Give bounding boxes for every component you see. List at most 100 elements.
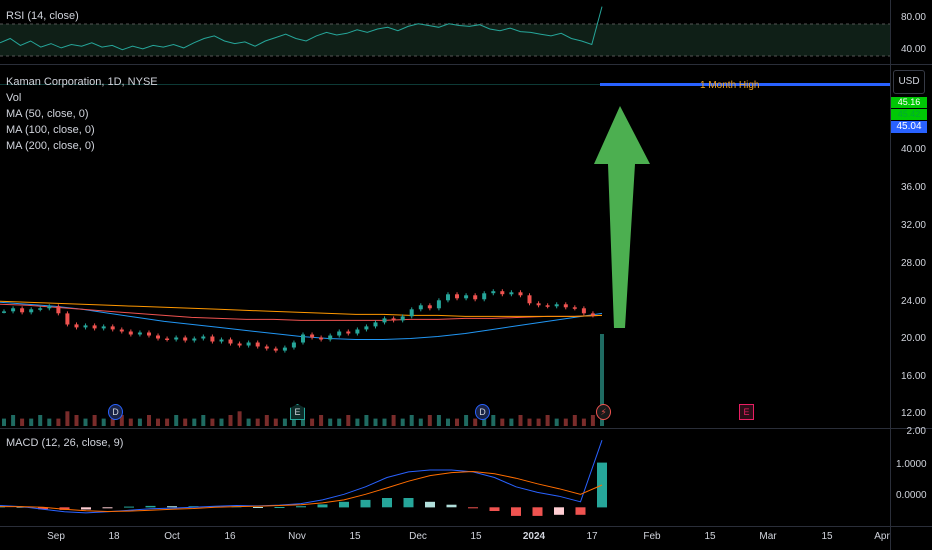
candle-body: [101, 326, 106, 329]
candle-body: [301, 334, 305, 343]
ma200-legend[interactable]: MA (200, close, 0): [6, 140, 95, 152]
up-arrow: [594, 106, 650, 328]
macd-scale-0: 0.0000: [896, 490, 927, 501]
volume-bar: [482, 418, 487, 426]
macd-histogram-bar: [102, 507, 113, 509]
time-label: 17: [586, 531, 598, 542]
volume-bar: [590, 415, 595, 426]
one-month-high-label[interactable]: 1 Month High: [700, 80, 760, 91]
macd-histogram-bar: [167, 506, 177, 508]
volume-bar: [264, 415, 269, 426]
price-pane[interactable]: Kaman Corporation, 1D, NYSE Vol MA (50, …: [0, 66, 890, 428]
candle-body: [201, 336, 206, 339]
volume-bar: [455, 418, 459, 426]
candle-body: [482, 293, 487, 300]
candle-body: [500, 291, 505, 295]
earnings-marker-upcoming[interactable]: E: [739, 404, 754, 420]
time-label: 15: [470, 531, 482, 542]
candle-body: [210, 336, 215, 342]
candle-body: [65, 313, 70, 325]
price-scale-12: 12.00: [900, 408, 926, 419]
macd-histogram-bar: [382, 498, 392, 508]
time-label: 15: [349, 531, 361, 542]
candle-body: [328, 335, 333, 340]
macd-histogram-bar: [489, 507, 500, 511]
volume-bar: [364, 415, 369, 426]
volume-bar: [446, 418, 450, 426]
rsi-legend[interactable]: RSI (14, close): [6, 10, 79, 22]
volume-bar: [346, 415, 351, 426]
macd-histogram-bar: [468, 507, 478, 509]
candle-body: [147, 332, 151, 336]
price-scale-32: 32.00: [900, 220, 926, 231]
volume-bar: [509, 418, 514, 426]
candle-body: [264, 346, 269, 349]
time-label: 16: [224, 531, 236, 542]
time-label: Apr: [874, 531, 890, 542]
price-scale-20: 20.00: [900, 333, 926, 344]
macd-legend[interactable]: MACD (12, 26, close, 9): [6, 437, 124, 449]
macd-pane[interactable]: MACD (12, 26, close, 9): [0, 429, 890, 526]
volume-bar: [246, 418, 251, 426]
volume-bar: [183, 418, 188, 426]
volume-bar: [491, 415, 496, 426]
candle-body: [473, 295, 478, 300]
macd-histogram-bar: [81, 507, 91, 510]
split-marker[interactable]: ⚡: [596, 404, 611, 420]
candle-body: [355, 329, 360, 334]
macd-histogram-bar: [317, 504, 328, 508]
volume-bar: [391, 415, 396, 426]
volume-bar: [554, 418, 559, 426]
candle-body: [346, 331, 351, 334]
macd-histogram-bar: [274, 507, 285, 508]
candle-body: [291, 342, 296, 348]
volume-bar: [47, 418, 52, 426]
price-axis-line: [890, 0, 891, 550]
candle-body: [92, 325, 97, 329]
time-label: Nov: [288, 531, 306, 542]
candle-body: [219, 339, 224, 342]
candle-body: [436, 300, 441, 309]
price-tag-last: 45.04: [891, 121, 927, 133]
time-label: 2024: [522, 531, 546, 542]
dividend-marker-2[interactable]: D: [475, 404, 490, 420]
volume-bar: [563, 418, 568, 426]
volume-bar: [545, 415, 550, 426]
candle-body: [446, 294, 450, 301]
volume-bar: [192, 418, 197, 426]
price-chart: [0, 83, 890, 426]
volume-bar: [436, 415, 441, 426]
currency-button[interactable]: USD: [893, 70, 925, 94]
earnings-marker-1[interactable]: E: [290, 404, 305, 420]
volume-legend[interactable]: Vol: [6, 92, 22, 104]
macd-histogram-bar: [360, 499, 371, 508]
ma100-legend[interactable]: MA (100, close, 0): [6, 124, 95, 136]
volume-bar: [418, 418, 423, 426]
volume-bar: [328, 418, 333, 426]
macd-histogram-bar: [511, 507, 521, 516]
volume-bar: [20, 418, 25, 426]
pane-divider[interactable]: [0, 428, 932, 429]
volume-bar: [518, 415, 523, 426]
volume-bar: [56, 418, 61, 426]
time-label: 15: [704, 531, 716, 542]
candle-body: [110, 326, 115, 330]
ma50-legend[interactable]: MA (50, close, 0): [6, 108, 89, 120]
candle-body: [509, 292, 514, 295]
macd-scale-2: 2.00: [906, 426, 926, 437]
candle-body: [581, 308, 586, 314]
time-label: Mar: [759, 531, 777, 542]
macd-histogram-bar: [210, 506, 220, 508]
volume-bar: [110, 418, 115, 426]
rsi-pane[interactable]: RSI (14, close): [0, 0, 890, 62]
candle-body: [119, 329, 124, 332]
candle-body: [228, 339, 233, 344]
chart-title[interactable]: Kaman Corporation, 1D, NYSE: [6, 76, 158, 88]
time-label: 18: [108, 531, 120, 542]
volume-bar: [92, 415, 97, 426]
macd-chart: [0, 440, 607, 516]
pane-divider[interactable]: [0, 64, 932, 65]
dividend-marker-1[interactable]: D: [108, 404, 123, 420]
macd-histogram-bar: [38, 507, 48, 510]
candle-body: [137, 332, 142, 335]
